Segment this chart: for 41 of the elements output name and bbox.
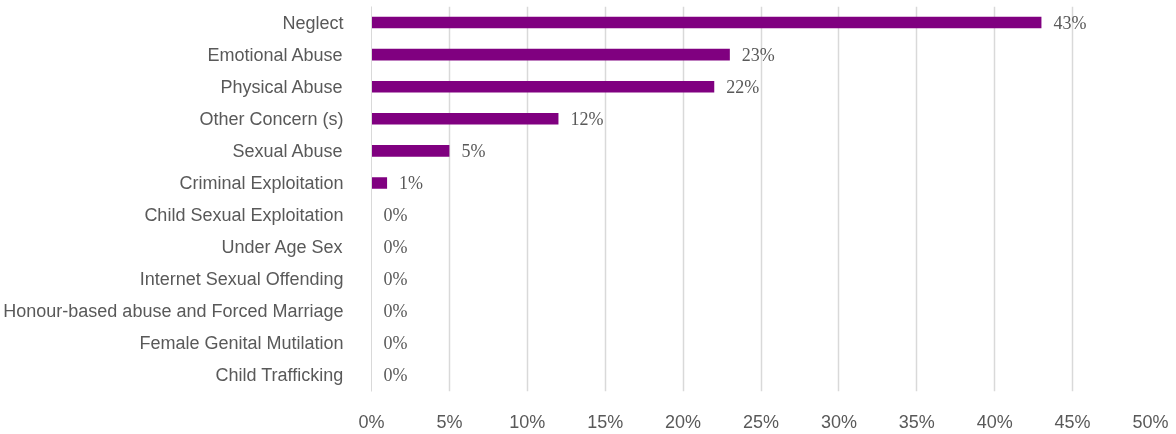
x-tick-label: 40%	[976, 411, 1013, 432]
x-tick-label: 0%	[358, 411, 385, 432]
y-tick-label: Honour-based abuse and Forced Marriage	[3, 301, 344, 322]
bar	[371, 80, 715, 93]
data-label: 5%	[461, 140, 486, 161]
data-label: 0%	[383, 301, 408, 322]
y-tick-label: Child Sexual Exploitation	[144, 205, 344, 226]
data-label: 12%	[570, 108, 604, 129]
y-tick-label: Child Trafficking	[215, 365, 344, 386]
x-tick-label: 20%	[665, 411, 702, 432]
bar	[371, 145, 450, 157]
x-tick-label: 35%	[898, 411, 935, 432]
bar	[371, 113, 559, 125]
data-label: 0%	[383, 205, 408, 226]
x-tick-label: 15%	[587, 411, 624, 432]
data-label: 0%	[383, 269, 408, 290]
x-tick-label: 25%	[742, 411, 780, 432]
y-tick-label: Female Genital Mutilation	[139, 333, 344, 354]
data-label: 0%	[383, 333, 408, 354]
data-label: 0%	[383, 365, 408, 386]
y-tick-label: Other Concern (s)	[199, 108, 344, 129]
y-tick-label: Sexual Abuse	[232, 140, 343, 161]
x-tick-label: 45%	[1054, 411, 1091, 432]
data-label: 22%	[726, 76, 760, 97]
y-tick-label: Under Age Sex	[221, 237, 343, 258]
x-tick-label: 30%	[820, 411, 857, 432]
data-label: 1%	[399, 172, 424, 193]
y-tick-label: Physical Abuse	[220, 76, 343, 97]
bar	[371, 177, 388, 189]
x-tick-label: 50%	[1132, 411, 1169, 432]
y-tick-label: Neglect	[282, 12, 344, 33]
x-tick-label: 5%	[436, 411, 463, 432]
data-label: 0%	[383, 237, 408, 258]
bar	[371, 16, 1042, 29]
y-tick-label: Emotional Abuse	[207, 44, 343, 65]
data-label: 43%	[1053, 12, 1087, 33]
y-tick-label: Internet Sexual Offending	[139, 269, 344, 290]
y-tick-label: Criminal Exploitation	[179, 172, 344, 193]
bar	[371, 48, 730, 61]
data-label: 23%	[741, 44, 775, 65]
x-tick-label: 10%	[509, 411, 546, 432]
